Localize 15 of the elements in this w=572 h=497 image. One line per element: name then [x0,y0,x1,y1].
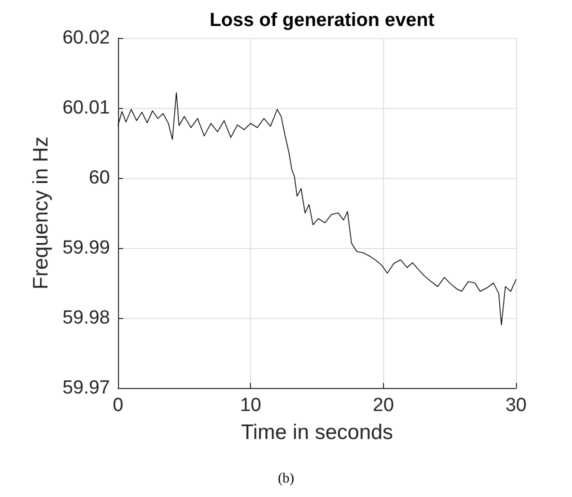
x-tick-label: 20 [372,395,394,416]
text: (b) [278,472,294,486]
y-tick-label: 59.97 [62,378,110,398]
x-axis-title: Time in seconds [240,421,394,444]
x-tick-label: 10 [240,395,262,416]
y-tick-label: 59.98 [62,308,110,328]
y-tick-label: 59.99 [62,238,110,258]
x-tick-label: 0 [112,395,124,416]
x-tick-label: 30 [505,395,527,416]
line-series [118,92,516,326]
y-axis-title: Frequency in Hz [30,136,53,290]
y-tick-label: 60.01 [62,98,110,118]
y-tick-label: 60.02 [62,28,110,48]
chart-title: Loss of generation event [210,10,436,31]
y-tick-label: 60 [88,168,110,188]
